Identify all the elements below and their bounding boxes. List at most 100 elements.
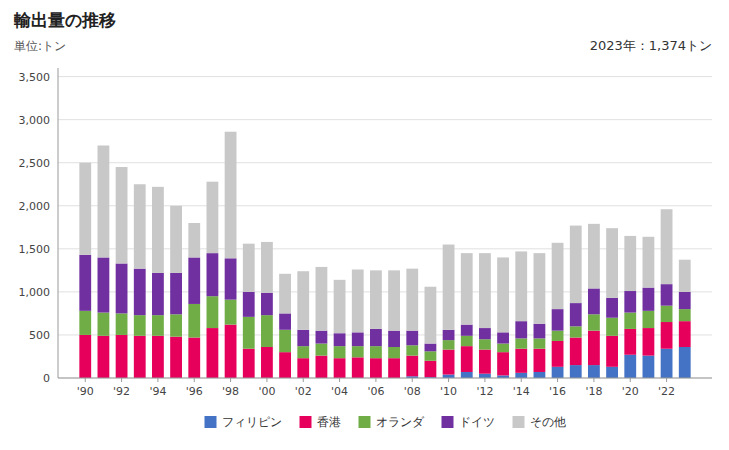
bar-segment bbox=[152, 336, 164, 378]
bar-segment bbox=[443, 330, 455, 340]
bar-segment bbox=[425, 351, 437, 360]
y-tick-label: 1,000 bbox=[19, 286, 51, 299]
bar-segment bbox=[461, 336, 473, 346]
bar-segment bbox=[225, 325, 237, 378]
bar-segment bbox=[624, 355, 636, 378]
bar-segment bbox=[98, 257, 110, 312]
bar-segment bbox=[570, 365, 582, 378]
x-tick-label: '00 bbox=[258, 385, 275, 398]
bar-segment bbox=[352, 346, 364, 357]
bar-segment bbox=[570, 326, 582, 337]
legend: フィリピン香港オランダドイツその他 bbox=[205, 415, 566, 429]
x-tick bbox=[484, 378, 485, 382]
bar-segment bbox=[552, 367, 564, 378]
bar-segment bbox=[570, 338, 582, 366]
bar-segment bbox=[170, 273, 182, 314]
x-tick-label: '04 bbox=[331, 385, 348, 398]
bar-segment bbox=[643, 237, 655, 288]
x-tick bbox=[375, 378, 376, 382]
bar-segment bbox=[406, 345, 418, 355]
bar-segment bbox=[316, 331, 328, 344]
bar-segment bbox=[352, 270, 364, 333]
bar-segment bbox=[661, 349, 673, 378]
bar-segment bbox=[134, 269, 146, 316]
x-tick bbox=[157, 378, 158, 382]
bar-segment bbox=[243, 349, 255, 378]
bar-segment bbox=[479, 374, 491, 378]
x-tick bbox=[593, 378, 594, 382]
x-tick-label: '08 bbox=[404, 385, 421, 398]
bar-segment bbox=[188, 304, 200, 338]
bar-segment bbox=[297, 271, 309, 330]
y-axis-line bbox=[58, 68, 59, 378]
y-tick-label: 1,500 bbox=[19, 243, 51, 256]
bar-segment bbox=[316, 356, 328, 378]
bar-segment bbox=[479, 253, 491, 328]
bar-segment bbox=[497, 257, 509, 332]
bar-segment bbox=[352, 357, 364, 378]
bar-segment bbox=[406, 356, 418, 377]
bar-segment bbox=[188, 257, 200, 304]
bar-segment bbox=[643, 288, 655, 311]
legend-item: 香港 bbox=[300, 415, 341, 429]
bar-segment bbox=[79, 335, 91, 378]
bar-segment bbox=[679, 321, 691, 347]
x-tick bbox=[521, 378, 522, 382]
bar-segment bbox=[606, 336, 618, 367]
bar-segment bbox=[534, 349, 546, 372]
bar-segment bbox=[170, 206, 182, 273]
bar-segment bbox=[588, 288, 600, 314]
bar-segment bbox=[134, 184, 146, 268]
bar-segment bbox=[643, 356, 655, 378]
bar-segment bbox=[679, 309, 691, 321]
bar-segment bbox=[207, 296, 219, 328]
x-tick bbox=[412, 378, 413, 382]
bar-segment bbox=[443, 375, 455, 378]
legend-swatch bbox=[205, 416, 217, 428]
x-tick bbox=[230, 378, 231, 382]
legend-label: ドイツ bbox=[459, 415, 495, 429]
bar-segment bbox=[552, 243, 564, 309]
bar-segment bbox=[552, 309, 564, 331]
y-tick-label: 3,000 bbox=[19, 114, 51, 127]
bar-segment bbox=[624, 329, 636, 355]
bar-segment bbox=[479, 350, 491, 374]
bar-segment bbox=[624, 236, 636, 291]
bar-segment bbox=[207, 182, 219, 253]
x-tick bbox=[121, 378, 122, 382]
bar-segment bbox=[534, 372, 546, 378]
bar-segment bbox=[443, 245, 455, 330]
bar-segment bbox=[243, 292, 255, 317]
bar-segment bbox=[588, 365, 600, 378]
x-tick-label: '02 bbox=[295, 385, 312, 398]
bar-segment bbox=[661, 322, 673, 349]
bar-segment bbox=[515, 251, 527, 321]
bar-segment bbox=[116, 313, 128, 335]
bar-segment bbox=[334, 358, 346, 378]
bar-segment bbox=[188, 338, 200, 378]
bar-segment bbox=[134, 315, 146, 336]
bar-segment bbox=[98, 146, 110, 258]
bar-segment bbox=[624, 291, 636, 313]
bar-segment bbox=[425, 287, 437, 344]
y-tick-label: 3,500 bbox=[19, 71, 51, 84]
x-tick-label: '14 bbox=[513, 385, 530, 398]
bar-segment bbox=[515, 349, 527, 373]
y-tick-label: 500 bbox=[29, 329, 50, 342]
bar-segment bbox=[316, 267, 328, 331]
bar-segment bbox=[79, 311, 91, 335]
bar-segment bbox=[79, 255, 91, 311]
bar-segment bbox=[334, 280, 346, 333]
bar-segment bbox=[588, 314, 600, 330]
bar-segment bbox=[425, 344, 437, 352]
bar-segment bbox=[279, 352, 291, 378]
legend-item: オランダ bbox=[359, 415, 425, 429]
bar-segment bbox=[425, 361, 437, 377]
bar-segment bbox=[134, 336, 146, 378]
bar-segment bbox=[79, 163, 91, 255]
bar-segment bbox=[388, 358, 400, 378]
bar-segment bbox=[116, 167, 128, 263]
bar-segment bbox=[497, 352, 509, 375]
bar-segment bbox=[570, 303, 582, 326]
chart: 輸出量の推移単位:トン2023年：1,374トン05001,0001,5002,… bbox=[0, 0, 729, 450]
